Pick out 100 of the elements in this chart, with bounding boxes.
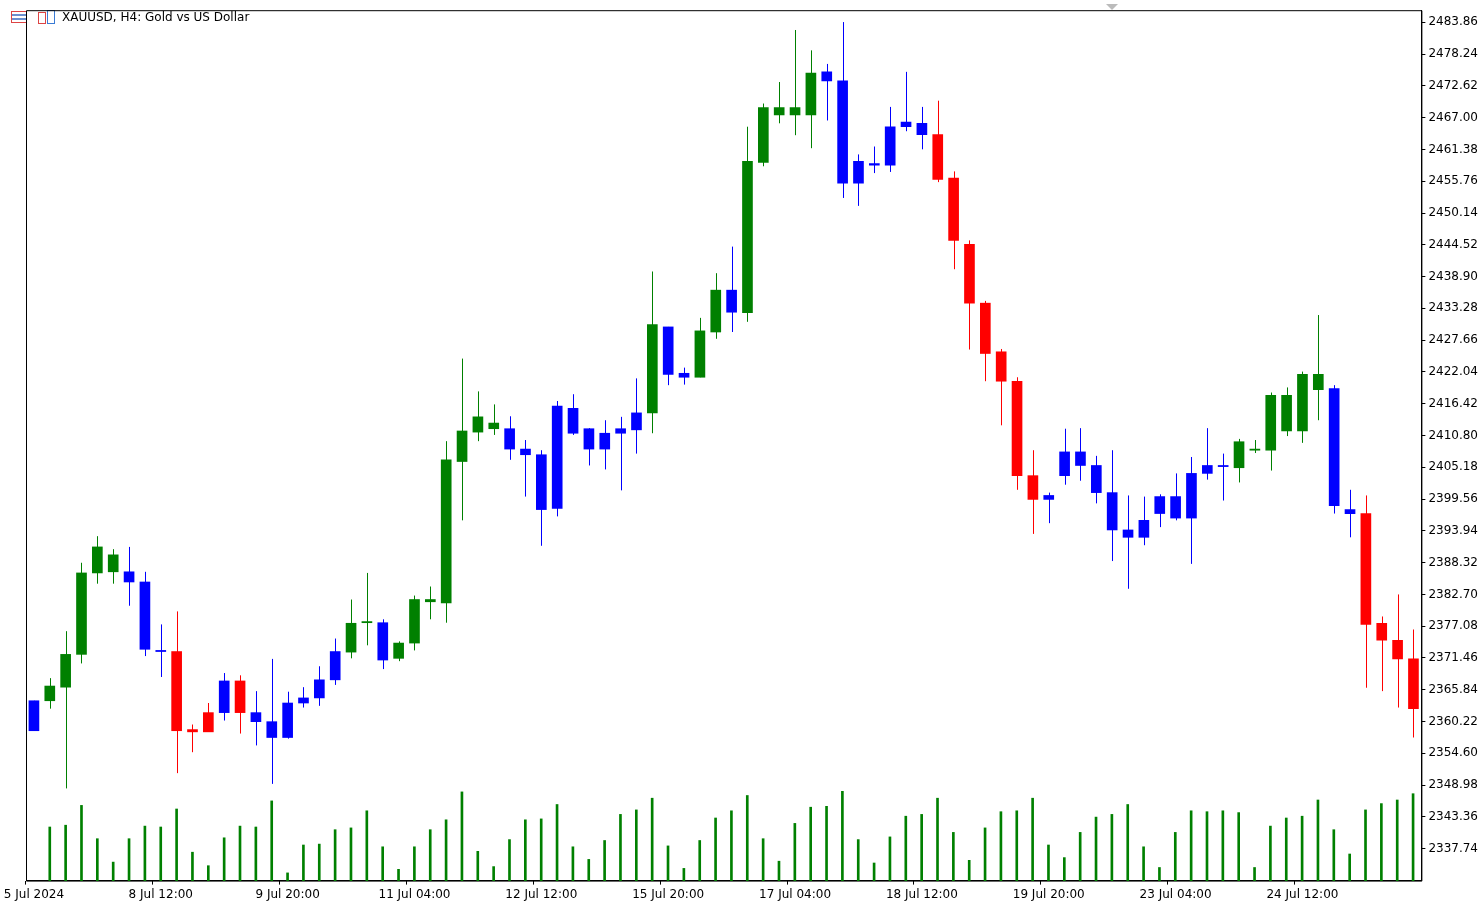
y-tick-label: 2337.74 <box>1428 840 1478 855</box>
y-tick-label: 2410.80 <box>1428 427 1478 442</box>
bar <box>698 839 702 881</box>
x-tick-label: 5 Jul 2024 <box>3 886 65 901</box>
candlestick <box>298 686 309 709</box>
bar <box>1332 828 1336 881</box>
x-tick-label: 18 Jul 12:00 <box>885 886 958 901</box>
chart-title: XAUUSD, H4: Gold vs US Dollar <box>62 10 250 24</box>
candlestick <box>1344 489 1356 538</box>
candlestick <box>393 640 404 662</box>
y-tick-label: 2365.84 <box>1428 681 1478 696</box>
y-tick-label: 2388.32 <box>1428 554 1478 569</box>
bar <box>159 826 163 881</box>
x-tick-label: 9 Jul 20:00 <box>255 886 320 901</box>
y-tick-label: 2382.70 <box>1428 586 1478 601</box>
bar <box>1253 866 1256 881</box>
y-tick-label: 2478.24 <box>1428 46 1478 61</box>
bar <box>1078 831 1082 881</box>
candlestick <box>488 403 500 436</box>
y-tick-label: 2422.04 <box>1428 364 1478 379</box>
bar <box>730 810 733 881</box>
y-tick-label: 2377.08 <box>1428 618 1478 633</box>
bar <box>745 794 749 881</box>
candlestick <box>1376 615 1388 692</box>
candlestick <box>107 548 119 585</box>
y-tick-label: 2393.94 <box>1428 522 1478 537</box>
bar <box>524 819 527 881</box>
bar <box>1158 866 1161 881</box>
candlestick <box>1217 453 1229 502</box>
bar <box>1062 856 1066 881</box>
y-tick-label: 2354.60 <box>1428 745 1478 760</box>
candlestick <box>504 415 515 461</box>
candlestick <box>425 586 436 620</box>
y-tick-label: 2467.00 <box>1428 109 1478 124</box>
bar <box>904 815 908 881</box>
bar <box>714 817 717 881</box>
candlestick <box>314 665 325 707</box>
y-tick-label: 2444.52 <box>1428 236 1478 251</box>
candlestick <box>44 677 56 710</box>
y-tick-label: 2371.46 <box>1428 650 1478 665</box>
candlestick <box>789 29 801 136</box>
bar <box>1047 844 1050 881</box>
bar <box>1237 811 1241 881</box>
candlestick <box>853 153 864 207</box>
bar <box>96 837 99 881</box>
bar <box>286 872 289 881</box>
candlestick <box>1075 427 1086 482</box>
candlestick <box>726 246 737 333</box>
bar <box>587 858 591 881</box>
bar <box>920 813 923 881</box>
y-tick-label: 2343.36 <box>1428 809 1478 824</box>
candlestick <box>1122 494 1134 590</box>
candlestick <box>1043 492 1055 524</box>
bar <box>1126 803 1130 881</box>
bar <box>1031 797 1034 881</box>
bar <box>492 865 495 881</box>
bar <box>634 809 638 881</box>
y-tick-label: 2348.98 <box>1428 777 1478 792</box>
candlestick <box>187 724 198 753</box>
candlestick <box>631 377 642 455</box>
candlestick <box>1201 427 1213 481</box>
y-tick-label: 2450.14 <box>1428 205 1478 220</box>
bar <box>603 839 606 881</box>
bar <box>952 831 955 881</box>
bar <box>825 805 828 881</box>
candlestick <box>520 439 531 498</box>
bar <box>476 850 480 881</box>
bar <box>428 828 432 881</box>
bar <box>1284 817 1288 881</box>
y-tick-label: 2405.18 <box>1428 459 1478 474</box>
candlestick <box>900 71 912 132</box>
bar <box>1364 809 1367 881</box>
x-tick-label: 8 Jul 12:00 <box>128 886 193 901</box>
y-tick-label: 2461.38 <box>1428 141 1478 156</box>
y-tick-label: 2360.22 <box>1428 713 1478 728</box>
candlestick <box>361 572 373 646</box>
bar <box>1380 802 1383 881</box>
candlestick <box>1392 593 1403 709</box>
candlestick <box>155 623 167 678</box>
candlestick <box>266 658 278 785</box>
bar <box>206 864 210 881</box>
candlestick <box>615 416 626 491</box>
candlestick <box>583 427 595 466</box>
candlestick <box>1312 314 1324 421</box>
bar <box>397 868 400 881</box>
x-tick-label: 23 Jul 04:00 <box>1139 886 1212 901</box>
bar <box>64 824 67 881</box>
bar <box>48 826 52 881</box>
bar <box>856 838 860 881</box>
bar <box>413 846 416 881</box>
bar <box>1269 825 1272 881</box>
bar <box>270 800 274 881</box>
bar <box>1015 810 1019 881</box>
x-tick-label: 15 Jul 20:00 <box>632 886 705 901</box>
bar <box>936 797 939 881</box>
x-tick-label: 24 Jul 12:00 <box>1266 886 1339 901</box>
y-tick-label: 2427.66 <box>1428 332 1478 347</box>
candlestick <box>1170 472 1181 521</box>
y-tick-label: 2438.90 <box>1428 268 1478 283</box>
candlestick <box>1154 493 1166 528</box>
